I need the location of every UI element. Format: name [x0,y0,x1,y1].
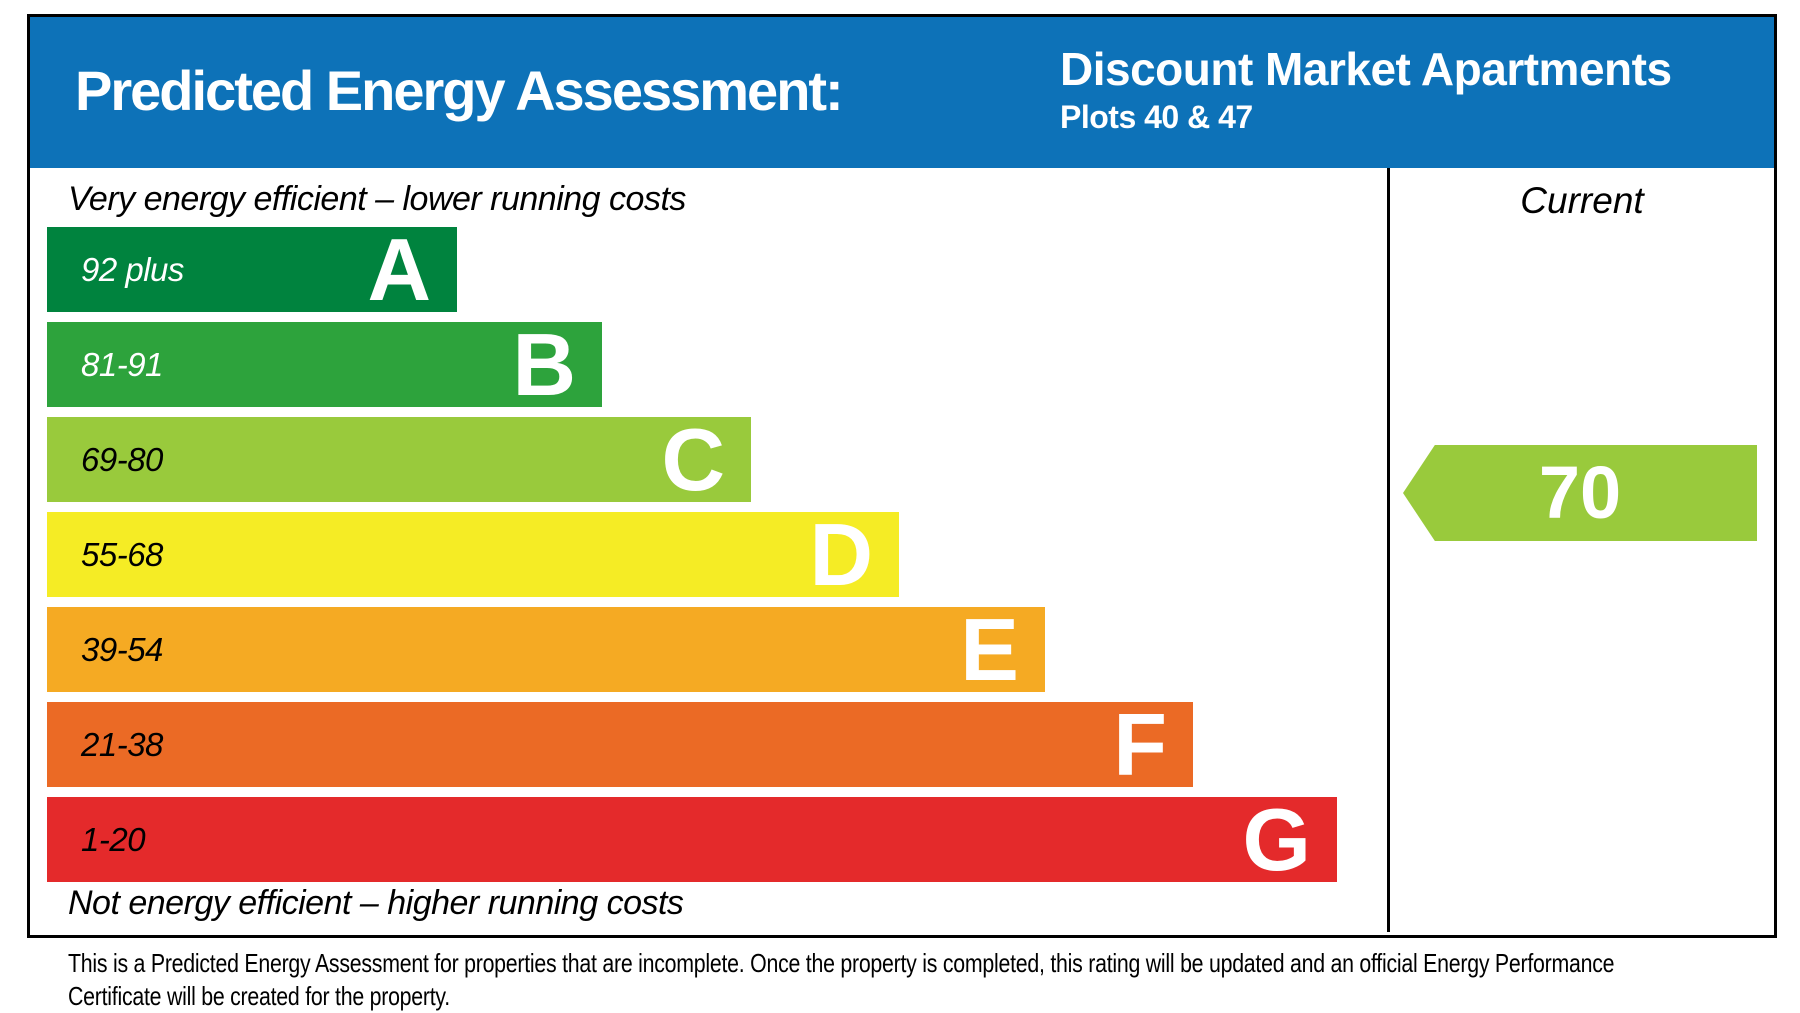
band-row-e: 39-54 E [47,600,1045,699]
footer-disclaimer: This is a Predicted Energy Assessment fo… [68,947,1626,1013]
property-name: Discount Market Apartments [1060,43,1672,95]
band-range-label: 69-80 [81,440,163,478]
band-row-b: 81-91 B [47,315,602,414]
band-range-label: 39-54 [81,630,163,668]
panel-divider [1387,168,1390,932]
band-range-label: 21-38 [81,725,163,763]
footer-line-1: This is a Predicted Energy Assessment fo… [68,948,1615,978]
band-row-a: 92 plus A [47,220,457,319]
current-rating-arrow: 70 [1403,445,1757,541]
band-range-label: 81-91 [81,345,163,383]
band-range-label: 1-20 [81,820,146,858]
band-row-g: 1-20 G [47,790,1337,889]
band-row-d: 55-68 D [47,505,899,604]
band-range-label: 55-68 [81,535,163,573]
property-plots: Plots 40 & 47 [1060,99,1253,135]
chart-body: Very energy efficient – lower running co… [30,168,1774,932]
energy-bands: 92 plus A 81-91 B 69-80 C 55-68 D 39-54 … [47,220,1337,889]
current-rating-value: 70 [1538,451,1622,534]
bottom-caption: Not energy efficient – higher running co… [68,884,684,922]
band-letter: F [1113,695,1167,794]
current-column-header: Current [1520,180,1644,221]
band-letter: C [661,410,725,509]
top-caption: Very energy efficient – lower running co… [68,180,686,218]
band-letter: D [809,505,873,604]
band-letter: A [367,220,431,319]
band-range-label: 92 plus [81,250,184,288]
band-row-f: 21-38 F [47,695,1193,794]
certificate-frame: Predicted Energy Assessment: Discount Ma… [27,14,1777,938]
band-letter: B [512,315,576,414]
header: Predicted Energy Assessment: Discount Ma… [30,17,1774,168]
band-letter: E [960,600,1019,699]
band-letter: G [1242,790,1311,889]
property-info: Discount Market Apartments Plots 40 & 47 [1060,41,1672,137]
page-title: Predicted Energy Assessment: [75,58,844,122]
footer-line-2: Certificate will be created for the prop… [68,981,450,1011]
band-row-c: 69-80 C [47,410,751,509]
